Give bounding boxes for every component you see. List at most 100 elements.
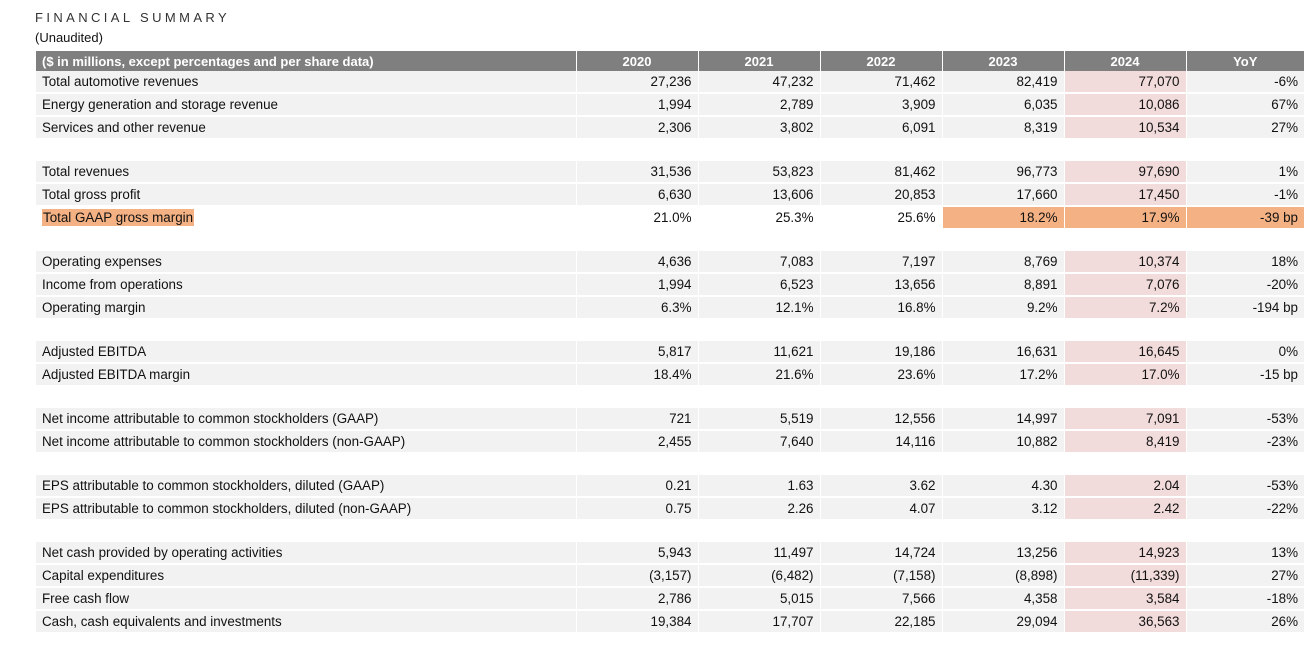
value-cell: -18% — [1186, 587, 1304, 611]
value-cell: 16,645 — [1064, 341, 1187, 364]
value-cell: -20% — [1186, 273, 1304, 297]
value-cell: 96,773 — [942, 161, 1065, 184]
table-header-row: ($ in millions, except percentages and p… — [36, 51, 1304, 71]
value-cell: 6.3% — [576, 296, 699, 320]
spacer-cell — [36, 386, 1304, 408]
row-label: Cash, cash equivalents and investments — [36, 610, 577, 634]
value-cell: 2,786 — [576, 587, 699, 611]
row-label: EPS attributable to common stockholders,… — [36, 475, 577, 498]
value-cell: 5,015 — [698, 587, 821, 611]
value-cell: 1% — [1186, 161, 1304, 184]
value-cell: 47,232 — [698, 71, 821, 94]
value-cell: 2.04 — [1064, 475, 1187, 498]
value-cell: 721 — [576, 408, 699, 431]
value-cell: 5,943 — [576, 542, 699, 565]
value-cell: 2,306 — [576, 116, 699, 140]
spacer-cell — [36, 319, 1304, 341]
value-cell: 17.9% — [1064, 206, 1187, 230]
row-label: Free cash flow — [36, 587, 577, 611]
value-cell: 71,462 — [820, 71, 943, 94]
row-label: Net income attributable to common stockh… — [36, 430, 577, 454]
value-cell: 11,621 — [698, 341, 821, 364]
value-cell: 2.26 — [698, 497, 821, 521]
value-cell: 3,584 — [1064, 587, 1187, 611]
column-header: 2024 — [1064, 51, 1187, 71]
table-row: Net income attributable to common stockh… — [36, 430, 1304, 454]
value-cell: 29,094 — [942, 610, 1065, 634]
row-label: Net cash provided by operating activitie… — [36, 542, 577, 565]
row-label: Total gross profit — [36, 183, 577, 207]
value-cell: 18.2% — [942, 206, 1065, 230]
value-cell: 27% — [1186, 564, 1304, 588]
value-cell: 7.2% — [1064, 296, 1187, 320]
value-cell: 82,419 — [942, 71, 1065, 94]
value-cell: 16,631 — [942, 341, 1065, 364]
value-cell: 21.0% — [576, 206, 699, 230]
spacer-cell — [36, 520, 1304, 542]
value-cell: -22% — [1186, 497, 1304, 521]
row-label: Total GAAP gross margin — [36, 206, 577, 230]
column-header: 2021 — [698, 51, 821, 71]
value-cell: 1,994 — [576, 273, 699, 297]
value-cell: 10,882 — [942, 430, 1065, 454]
value-cell: -39 bp — [1186, 206, 1304, 230]
value-cell: 14,724 — [820, 542, 943, 565]
row-label: EPS attributable to common stockholders,… — [36, 497, 577, 521]
table-row: Net cash provided by operating activitie… — [36, 542, 1304, 565]
page-title: FINANCIAL SUMMARY — [35, 10, 231, 25]
value-cell: 8,891 — [942, 273, 1065, 297]
value-cell: 13,256 — [942, 542, 1065, 565]
value-cell: 12,556 — [820, 408, 943, 431]
value-cell: 2,455 — [576, 430, 699, 454]
table-row: Total GAAP gross margin 21.0% 25.3% 25.6% 18… — [36, 206, 1304, 230]
spacer-row — [36, 229, 1304, 251]
value-cell: 81,462 — [820, 161, 943, 184]
table-row: Adjusted EBITDA margin 18.4% 21.6% 23.6% 17.… — [36, 363, 1304, 387]
value-cell: 77,070 — [1064, 71, 1187, 94]
value-cell: -6% — [1186, 71, 1304, 94]
table-row: Operating margin 6.3% 12.1% 16.8% 9.2% 7.2% -1… — [36, 296, 1304, 320]
value-cell: 18.4% — [576, 363, 699, 387]
column-header: YoY — [1186, 51, 1304, 71]
value-cell: 14,923 — [1064, 542, 1187, 565]
value-cell: 10,086 — [1064, 93, 1187, 117]
row-label: Total revenues — [36, 161, 577, 184]
value-cell: 36,563 — [1064, 610, 1187, 634]
table-row: Net income attributable to common stockh… — [36, 408, 1304, 431]
value-cell: 12.1% — [698, 296, 821, 320]
value-cell: 1,994 — [576, 93, 699, 117]
value-cell: 17,707 — [698, 610, 821, 634]
column-header: 2020 — [576, 51, 699, 71]
financial-summary-table: ($ in millions, except percentages and p… — [36, 51, 1304, 634]
row-label: Operating margin — [36, 296, 577, 320]
value-cell: 3,909 — [820, 93, 943, 117]
highlighted-label: Total GAAP gross margin — [42, 209, 195, 226]
page-subtitle: (Unaudited) — [35, 30, 103, 45]
value-cell: 4.07 — [820, 497, 943, 521]
value-cell: 7,566 — [820, 587, 943, 611]
value-cell: 4,636 — [576, 251, 699, 274]
spacer-row — [36, 386, 1304, 408]
value-cell: 4.30 — [942, 475, 1065, 498]
table-row: Total gross profit 6,630 13,606 20,853 17,66… — [36, 183, 1304, 207]
value-cell: -53% — [1186, 475, 1304, 498]
table-row: Income from operations 1,994 6,523 13,656 8,… — [36, 273, 1304, 297]
spacer-row — [36, 319, 1304, 341]
value-cell: (3,157) — [576, 564, 699, 588]
column-header: 2022 — [820, 51, 943, 71]
value-cell: 7,640 — [698, 430, 821, 454]
value-cell: 6,091 — [820, 116, 943, 140]
value-cell: 13% — [1186, 542, 1304, 565]
row-label: Energy generation and storage revenue — [36, 93, 577, 117]
value-cell: 6,035 — [942, 93, 1065, 117]
value-cell: 8,319 — [942, 116, 1065, 140]
value-cell: 31,536 — [576, 161, 699, 184]
spacer-row — [36, 139, 1304, 161]
value-cell: 53,823 — [698, 161, 821, 184]
value-cell: 2.42 — [1064, 497, 1187, 521]
value-cell: 7,197 — [820, 251, 943, 274]
value-cell: 16.8% — [820, 296, 943, 320]
value-cell: 18% — [1186, 251, 1304, 274]
value-cell: 6,630 — [576, 183, 699, 207]
row-label: Net income attributable to common stockh… — [36, 408, 577, 431]
